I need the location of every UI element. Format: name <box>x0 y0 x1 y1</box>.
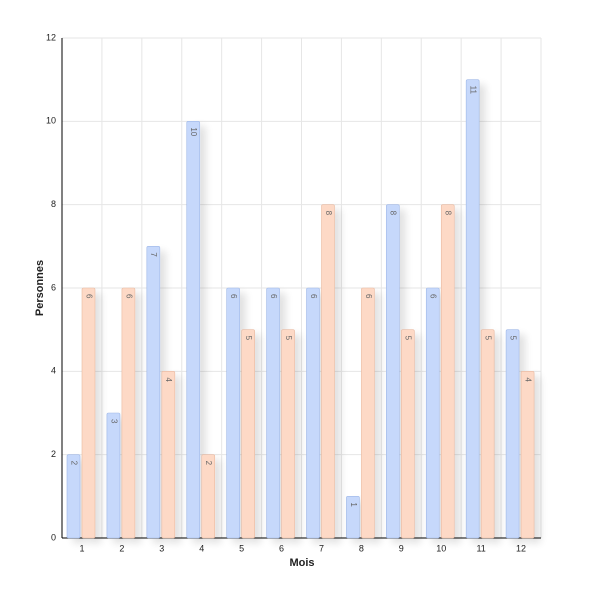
y-tick-label: 2 <box>51 449 56 459</box>
value-label: 5 <box>484 336 493 341</box>
bar <box>346 496 360 539</box>
x-tick-label: 3 <box>159 543 164 553</box>
bar <box>266 287 280 539</box>
value-label: 4 <box>164 377 173 382</box>
value-label: 6 <box>269 294 278 299</box>
bar <box>186 121 201 539</box>
x-tick-label: 1 <box>79 543 84 553</box>
value-label: 7 <box>149 252 158 257</box>
value-label: 8 <box>444 211 453 216</box>
x-tick-label: 2 <box>119 543 124 553</box>
bar <box>321 204 335 539</box>
bar <box>281 329 295 539</box>
value-label: 6 <box>84 294 93 299</box>
bar <box>361 287 375 539</box>
value-label: 5 <box>404 336 413 341</box>
bar <box>386 204 400 539</box>
y-tick-label: 0 <box>51 532 56 542</box>
value-label: 5 <box>244 336 253 341</box>
value-label: 2 <box>204 461 213 466</box>
bar <box>306 287 320 539</box>
value-label: 10 <box>189 127 198 136</box>
x-tick-label: 10 <box>436 543 446 553</box>
value-label: 6 <box>429 294 438 299</box>
value-label: 6 <box>309 294 318 299</box>
bar <box>146 246 161 539</box>
y-tick-label: 8 <box>51 199 56 209</box>
value-label: 5 <box>508 336 517 341</box>
bar <box>465 79 480 539</box>
y-tick-label: 10 <box>46 116 56 126</box>
value-label: 11 <box>469 86 478 95</box>
bar <box>440 204 455 539</box>
y-axis-title: Personnes <box>34 260 46 316</box>
value-label: 8 <box>324 211 333 216</box>
bar <box>505 329 520 539</box>
x-axis-title: Mois <box>289 557 314 569</box>
bar <box>121 287 136 539</box>
bar <box>241 329 255 539</box>
value-label: 5 <box>284 336 293 341</box>
bar <box>401 329 415 539</box>
bar <box>201 454 216 539</box>
bar <box>106 412 121 539</box>
value-label: 4 <box>523 377 532 382</box>
x-tick-label: 6 <box>279 543 284 553</box>
value-label: 8 <box>389 211 398 216</box>
bar <box>161 371 176 539</box>
value-label: 6 <box>364 294 373 299</box>
x-tick-label: 7 <box>319 543 324 553</box>
bar <box>66 454 81 539</box>
y-tick-label: 6 <box>51 282 56 292</box>
value-label: 1 <box>349 502 358 507</box>
bar <box>226 287 240 539</box>
bar <box>81 287 96 539</box>
value-label: 2 <box>69 461 78 466</box>
value-label: 3 <box>109 419 118 424</box>
x-tick-label: 4 <box>199 543 204 553</box>
x-tick-label: 8 <box>359 543 364 553</box>
x-tick-label: 12 <box>516 543 526 553</box>
y-tick-label: 12 <box>46 32 56 42</box>
value-label: 6 <box>229 294 238 299</box>
x-tick-label: 5 <box>239 543 244 553</box>
x-tick-label: 9 <box>399 543 404 553</box>
bar <box>480 329 495 539</box>
bar <box>425 287 440 539</box>
x-tick-label: 11 <box>476 543 485 553</box>
bar <box>520 371 535 539</box>
y-tick-label: 4 <box>51 366 56 376</box>
value-label: 6 <box>124 294 133 299</box>
